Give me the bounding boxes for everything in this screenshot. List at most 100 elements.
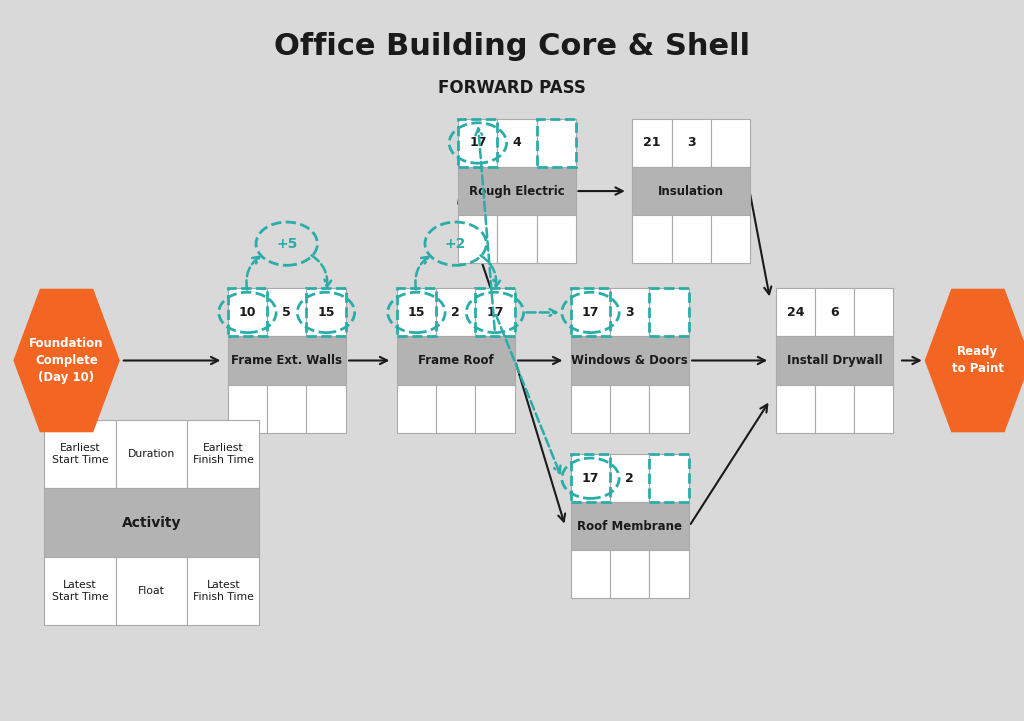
Bar <box>633 215 672 263</box>
Text: 2: 2 <box>626 472 634 485</box>
Bar <box>815 384 854 433</box>
Bar <box>397 337 515 384</box>
Bar <box>116 557 187 625</box>
Bar <box>649 288 688 337</box>
Text: 3: 3 <box>687 136 695 149</box>
Text: Latest
Start Time: Latest Start Time <box>51 580 109 603</box>
Bar <box>459 119 498 167</box>
Bar <box>498 215 537 263</box>
Text: 5: 5 <box>283 306 291 319</box>
Bar <box>649 550 688 598</box>
Text: 17: 17 <box>582 306 599 319</box>
Bar <box>397 288 436 337</box>
Bar <box>537 119 575 167</box>
Bar <box>610 454 649 503</box>
Bar <box>711 119 750 167</box>
Bar <box>815 288 854 337</box>
Text: 10: 10 <box>239 306 256 319</box>
Text: 17: 17 <box>469 136 486 149</box>
Bar <box>610 550 649 598</box>
Bar <box>459 119 498 167</box>
Bar <box>571 337 688 384</box>
Bar <box>571 550 610 598</box>
Bar <box>498 119 537 167</box>
Bar <box>649 384 688 433</box>
Text: Install Drywall: Install Drywall <box>786 354 883 367</box>
Bar <box>306 384 346 433</box>
Text: 3: 3 <box>626 306 634 319</box>
Text: +5: +5 <box>276 236 297 251</box>
Bar <box>44 420 116 489</box>
Bar <box>672 119 711 167</box>
Text: Activity: Activity <box>122 516 181 530</box>
Bar <box>854 288 893 337</box>
Text: Windows & Doors: Windows & Doors <box>571 354 688 367</box>
Bar <box>571 454 610 503</box>
Bar <box>610 288 649 337</box>
Bar <box>571 454 610 503</box>
Polygon shape <box>925 288 1024 433</box>
Bar <box>475 384 515 433</box>
Text: Roof Membrane: Roof Membrane <box>578 520 682 533</box>
Bar <box>537 215 575 263</box>
Bar <box>571 288 610 337</box>
Text: Rough Electric: Rough Electric <box>469 185 565 198</box>
Bar <box>228 384 267 433</box>
Text: Insulation: Insulation <box>658 185 724 198</box>
Text: Latest
Finish Time: Latest Finish Time <box>193 580 254 603</box>
Bar <box>711 215 750 263</box>
Bar <box>436 384 475 433</box>
Bar <box>397 384 436 433</box>
Bar <box>116 420 187 489</box>
Text: 17: 17 <box>486 306 504 319</box>
Text: Frame Roof: Frame Roof <box>418 354 494 367</box>
Text: +2: +2 <box>445 236 466 251</box>
Text: Earliest
Finish Time: Earliest Finish Time <box>193 443 254 466</box>
Bar <box>610 384 649 433</box>
Bar <box>776 288 815 337</box>
Text: 17: 17 <box>582 472 599 485</box>
Bar <box>649 288 688 337</box>
Text: Earliest
Start Time: Earliest Start Time <box>51 443 109 466</box>
Bar <box>44 557 116 625</box>
Bar <box>187 557 259 625</box>
Text: Frame Ext. Walls: Frame Ext. Walls <box>231 354 342 367</box>
Bar <box>267 288 306 337</box>
Text: 6: 6 <box>830 306 839 319</box>
Bar <box>228 288 267 337</box>
Bar <box>571 288 610 337</box>
Bar <box>776 337 893 384</box>
Bar <box>672 215 711 263</box>
Bar <box>571 503 688 550</box>
Bar <box>187 420 259 489</box>
Bar <box>436 288 475 337</box>
Text: Foundation
Complete
(Day 10): Foundation Complete (Day 10) <box>30 337 103 384</box>
Bar <box>633 119 672 167</box>
Bar <box>649 454 688 503</box>
Bar <box>228 337 346 384</box>
Text: 2: 2 <box>452 306 460 319</box>
Bar <box>459 215 498 263</box>
Bar <box>267 384 306 433</box>
Text: Ready
to Paint: Ready to Paint <box>952 345 1004 376</box>
Text: FORWARD PASS: FORWARD PASS <box>438 79 586 97</box>
Bar <box>537 119 575 167</box>
Text: Float: Float <box>138 586 165 596</box>
Bar <box>44 489 259 557</box>
Bar <box>475 288 515 337</box>
Bar <box>306 288 346 337</box>
Text: 15: 15 <box>408 306 425 319</box>
Text: Duration: Duration <box>128 449 175 459</box>
Text: 24: 24 <box>786 306 804 319</box>
Text: 15: 15 <box>317 306 335 319</box>
Polygon shape <box>13 288 120 433</box>
Bar <box>649 454 688 503</box>
Bar <box>633 167 750 215</box>
Bar <box>459 167 575 215</box>
Bar <box>475 288 515 337</box>
Text: 4: 4 <box>513 136 521 149</box>
Bar <box>306 288 346 337</box>
Bar <box>228 288 267 337</box>
Bar <box>776 384 815 433</box>
Bar <box>854 384 893 433</box>
